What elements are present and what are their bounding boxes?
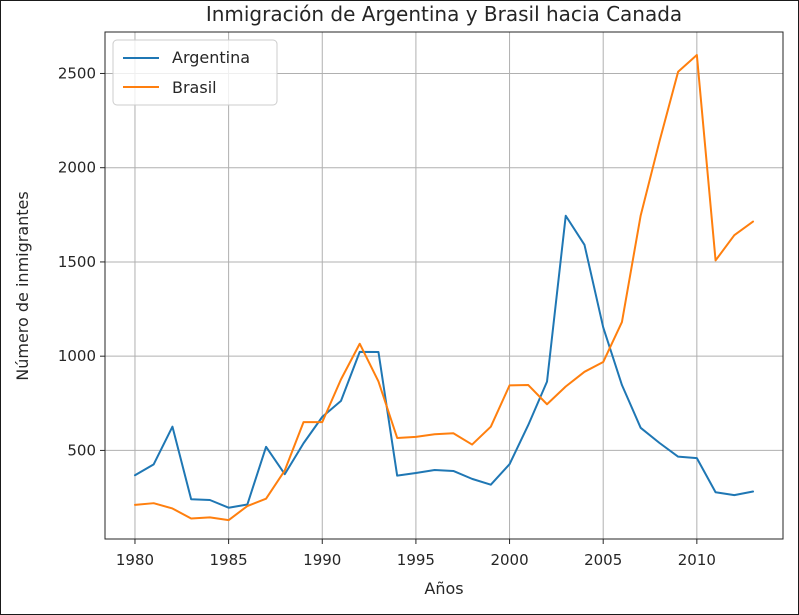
legend-box [112,39,278,106]
legend: Argentina Brasil [112,39,278,106]
grid-lines [105,32,783,539]
y-tick-label: 500 [67,441,96,459]
x-tick-label: 1985 [210,551,248,569]
series-line-argentina [133,214,755,509]
y-axis-label: Número de inmigrantes [13,191,32,380]
x-tick-label: 2000 [490,551,528,569]
x-tick-label: 2005 [584,551,622,569]
plot-area [104,31,784,540]
y-tick-label: 2500 [58,64,96,82]
legend-label-argentina: Argentina [172,48,250,67]
x-tick-label: 1990 [303,551,341,569]
y-tick-label: 1000 [58,347,96,365]
series-group [133,53,755,522]
y-axis-ticks: 500 1000 1500 2000 2500 [58,64,105,459]
series-line-brasil [133,53,755,522]
x-tick-label: 1980 [116,551,154,569]
x-tick-label: 2010 [678,551,716,569]
chart-title: Inmigración de Argentina y Brasil hacia … [206,2,682,26]
y-tick-label: 2000 [58,159,96,177]
x-tick-label: 1995 [397,551,435,569]
x-axis-label: Años [424,579,463,598]
y-tick-label: 1500 [58,253,96,271]
legend-label-brasil: Brasil [172,78,217,97]
x-axis-ticks: 1980 1985 1990 1995 2000 2005 2010 [116,539,716,569]
